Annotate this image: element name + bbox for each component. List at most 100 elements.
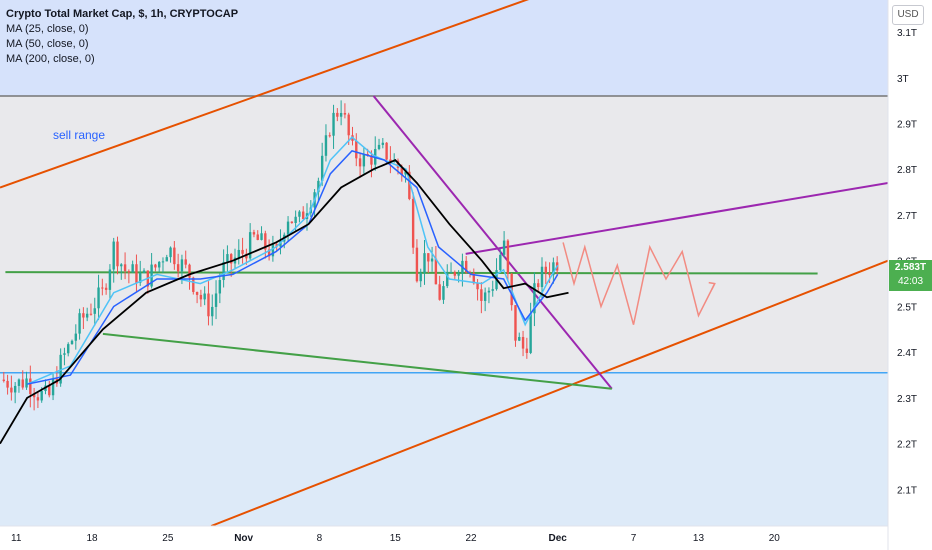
candle-body	[184, 259, 187, 265]
candle-body	[427, 253, 430, 262]
y-tick-label: 2.7T	[897, 211, 917, 222]
candle-body	[29, 378, 32, 395]
candle-body	[438, 284, 441, 300]
candle-body	[165, 257, 168, 262]
candle-body	[237, 249, 240, 258]
candle-body	[154, 264, 157, 268]
x-tick-label: 8	[317, 533, 323, 544]
indicator-ma25[interactable]: MA (25, close, 0)	[6, 23, 89, 35]
candle-body	[245, 253, 248, 259]
candle-body	[169, 247, 172, 258]
candle-body	[502, 240, 506, 255]
candle-body	[290, 221, 294, 223]
x-tick-label: 7	[631, 533, 637, 544]
candle-body	[286, 221, 290, 235]
moving-averages	[0, 136, 569, 445]
trend-line-5	[102, 332, 612, 390]
candle-body	[552, 262, 555, 276]
sell-range-label: sell range	[53, 128, 106, 142]
candle-body	[93, 308, 96, 314]
candle-body	[355, 140, 358, 159]
chart-legend: Crypto Total Market Cap, $, 1h, CRYPTOCA…	[6, 7, 238, 67]
candle-body	[59, 354, 62, 384]
candle-body	[529, 313, 532, 353]
candle-body	[415, 247, 419, 282]
candle-body	[252, 232, 256, 235]
candle-body	[120, 264, 123, 267]
zone-1	[0, 96, 888, 373]
candle-body	[419, 272, 422, 282]
x-tick-label: 22	[466, 533, 478, 544]
candle-body	[506, 240, 510, 274]
candle-body	[214, 293, 218, 307]
candle-body	[248, 232, 252, 259]
candle-body	[320, 155, 324, 181]
candle-body	[302, 211, 305, 220]
candle-body	[139, 272, 142, 283]
last-price-value: 2.583T	[894, 262, 927, 274]
x-tick-label: Dec	[549, 533, 568, 544]
candle-body	[476, 283, 479, 290]
candle-body	[222, 261, 225, 281]
candle-body	[339, 112, 343, 117]
y-tick-label: 2.3T	[897, 394, 917, 405]
x-tick-label: 18	[86, 533, 98, 544]
candle-body	[78, 313, 81, 334]
candle-body	[442, 286, 445, 300]
candle-body	[203, 293, 206, 300]
x-tick-label: Nov	[234, 533, 253, 544]
currency-button[interactable]: USD	[892, 5, 924, 25]
candle-body	[67, 344, 70, 354]
candle-body	[21, 379, 24, 388]
candle-body	[131, 264, 134, 273]
trend-line-0	[0, 0, 530, 189]
y-tick-label: 2.4T	[897, 348, 917, 359]
candle-body	[377, 144, 381, 150]
ma200-line	[0, 159, 569, 445]
candle-body	[332, 112, 335, 136]
candle-body	[358, 158, 362, 167]
candle-body	[97, 287, 100, 309]
candle-body	[362, 154, 366, 167]
indicator-ma200[interactable]: MA (200, close, 0)	[6, 53, 95, 65]
projection-zigzag	[562, 242, 716, 325]
y-tick-label: 3.1T	[897, 28, 917, 39]
candle-body	[211, 306, 214, 317]
trend-line-3	[465, 181, 888, 255]
candle-body	[525, 348, 529, 353]
candle-body	[548, 273, 551, 276]
candle-body	[404, 171, 407, 175]
projection-path	[562, 242, 716, 325]
candle-body	[514, 305, 517, 341]
candle-body	[275, 244, 278, 247]
indicator-ma50[interactable]: MA (50, close, 0)	[6, 38, 89, 50]
candle-body	[457, 273, 460, 276]
candle-body	[537, 283, 540, 288]
candle-body	[264, 233, 267, 250]
trend-line-4	[5, 271, 818, 275]
x-tick-label: 25	[162, 533, 174, 544]
candle-body	[483, 292, 487, 301]
x-tick-label: 15	[390, 533, 402, 544]
candle-body	[472, 272, 475, 284]
candle-body	[434, 258, 438, 285]
zone-2	[0, 372, 888, 526]
candle-body	[389, 159, 392, 162]
candle-body	[199, 294, 203, 300]
candle-body	[411, 198, 415, 248]
candle-body	[161, 261, 165, 263]
x-tick-label: 20	[769, 533, 781, 544]
candle-body	[207, 293, 210, 317]
candle-body	[74, 333, 78, 341]
y-tick-label: 2.8T	[897, 165, 917, 176]
candle-body	[173, 247, 176, 265]
x-tick-label: 13	[693, 533, 705, 544]
candle-body	[491, 289, 494, 291]
chart-title[interactable]: Crypto Total Market Cap, $, 1h, CRYPTOCA…	[6, 8, 239, 20]
candle-body	[13, 385, 17, 393]
candle-body	[446, 272, 449, 287]
candle-body	[108, 269, 112, 290]
candle-body	[150, 264, 153, 287]
candle-body	[267, 249, 271, 257]
